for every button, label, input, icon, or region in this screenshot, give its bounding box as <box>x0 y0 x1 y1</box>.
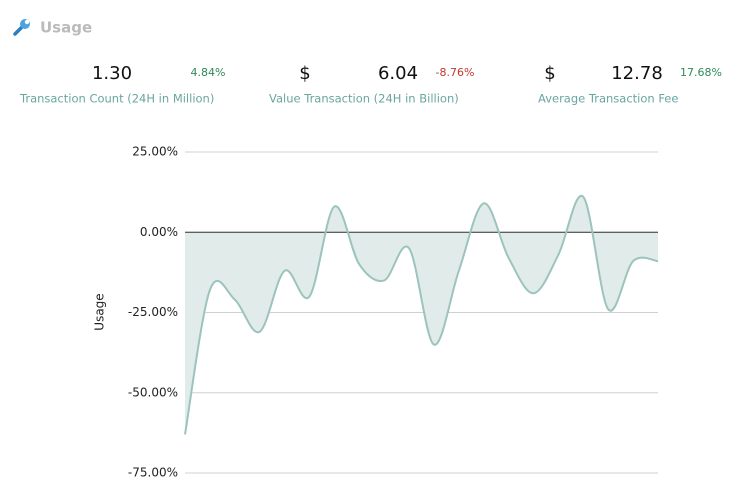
y-tick-label: -75.00% <box>128 466 178 480</box>
y-tick-label: -25.00% <box>128 305 178 319</box>
y-axis-label: Usage <box>93 293 107 330</box>
wrench-icon <box>13 19 30 36</box>
stat-label: Average Transaction Fee <box>538 92 678 106</box>
y-tick-label: -50.00% <box>128 385 178 399</box>
stat-change: 4.84% <box>191 66 226 79</box>
stat-currency: $ <box>299 63 310 84</box>
widget-title: Usage <box>40 19 92 37</box>
area-fill <box>185 195 658 435</box>
stat-currency: $ <box>544 63 555 84</box>
area-line <box>184 194 659 435</box>
stat-value: 6.04 <box>378 63 418 84</box>
y-tick-label: 25.00% <box>132 145 178 159</box>
stat-change: -8.76% <box>436 66 475 79</box>
stat-value: 12.78 <box>611 63 663 84</box>
y-tick-label: 0.00% <box>140 225 178 239</box>
stat-value: 1.30 <box>92 63 132 84</box>
stat-label: Transaction Count (24H in Million) <box>19 92 214 106</box>
stat-label: Value Transaction (24H in Billion) <box>269 92 459 106</box>
stat-change: 17.68% <box>680 66 722 79</box>
